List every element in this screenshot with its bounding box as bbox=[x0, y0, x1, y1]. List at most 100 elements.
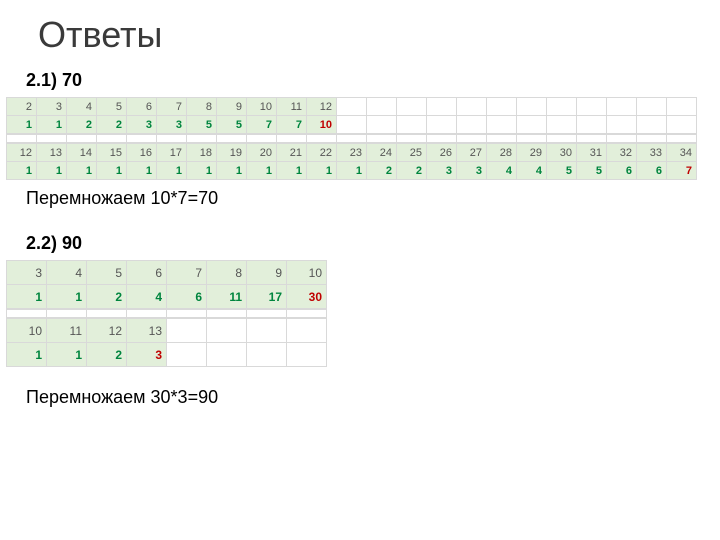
value-cell: 7 bbox=[247, 116, 277, 134]
header-cell: 14 bbox=[67, 144, 97, 162]
header-cell: 8 bbox=[187, 98, 217, 116]
blank-cell bbox=[287, 343, 327, 367]
value-cell: 5 bbox=[187, 116, 217, 134]
value-cell: 1 bbox=[127, 162, 157, 180]
spacer-cell bbox=[187, 135, 217, 143]
value-cell: 11 bbox=[207, 285, 247, 309]
header-cell: 12 bbox=[7, 144, 37, 162]
blank-cell bbox=[167, 343, 207, 367]
header-cell: 3 bbox=[7, 261, 47, 285]
value-cell: 1 bbox=[7, 285, 47, 309]
value-cell: 1 bbox=[307, 162, 337, 180]
value-cell: 2 bbox=[367, 162, 397, 180]
header-cell: 6 bbox=[127, 98, 157, 116]
header-cell: 10 bbox=[247, 98, 277, 116]
blank-cell bbox=[487, 98, 517, 116]
value-cell: 1 bbox=[37, 162, 67, 180]
spacer-cell bbox=[547, 135, 577, 143]
header-cell: 4 bbox=[67, 98, 97, 116]
section-2-heading: 2.2) 90 bbox=[26, 233, 720, 254]
spacer-cell bbox=[637, 135, 667, 143]
section-1-caption: Перемножаем 10*7=70 bbox=[26, 188, 720, 209]
value-cell: 1 bbox=[67, 162, 97, 180]
table-2a: 34567891011246111730 bbox=[6, 260, 327, 309]
header-cell: 10 bbox=[287, 261, 327, 285]
blank-cell bbox=[547, 98, 577, 116]
table-2-spacer bbox=[6, 309, 327, 318]
header-cell: 11 bbox=[277, 98, 307, 116]
value-cell: 6 bbox=[607, 162, 637, 180]
header-cell: 13 bbox=[127, 319, 167, 343]
header-cell: 30 bbox=[547, 144, 577, 162]
value-cell: 30 bbox=[287, 285, 327, 309]
header-cell: 16 bbox=[127, 144, 157, 162]
spacer-cell bbox=[7, 135, 37, 143]
value-cell: 3 bbox=[127, 343, 167, 367]
spacer-cell bbox=[337, 135, 367, 143]
value-cell: 1 bbox=[7, 116, 37, 134]
value-cell: 7 bbox=[277, 116, 307, 134]
spacer-cell bbox=[127, 135, 157, 143]
spacer-cell bbox=[167, 310, 207, 318]
value-cell: 6 bbox=[637, 162, 667, 180]
spacer-cell bbox=[517, 135, 547, 143]
value-cell: 6 bbox=[167, 285, 207, 309]
value-cell: 5 bbox=[547, 162, 577, 180]
spacer-cell bbox=[607, 135, 637, 143]
value-cell: 5 bbox=[217, 116, 247, 134]
blank-cell bbox=[287, 319, 327, 343]
header-cell: 33 bbox=[637, 144, 667, 162]
blank-cell bbox=[207, 343, 247, 367]
spacer-cell bbox=[207, 310, 247, 318]
value-cell: 2 bbox=[97, 116, 127, 134]
blank-cell bbox=[247, 343, 287, 367]
spacer-cell bbox=[247, 310, 287, 318]
header-cell: 9 bbox=[217, 98, 247, 116]
header-cell: 15 bbox=[97, 144, 127, 162]
value-cell: 17 bbox=[247, 285, 287, 309]
blank-cell bbox=[607, 116, 637, 134]
value-cell: 2 bbox=[67, 116, 97, 134]
blank-cell bbox=[487, 116, 517, 134]
header-cell: 26 bbox=[427, 144, 457, 162]
header-cell: 18 bbox=[187, 144, 217, 162]
spacer-cell bbox=[127, 310, 167, 318]
value-cell: 2 bbox=[87, 285, 127, 309]
header-cell: 29 bbox=[517, 144, 547, 162]
blank-cell bbox=[367, 116, 397, 134]
blank-cell bbox=[247, 319, 287, 343]
value-cell: 3 bbox=[427, 162, 457, 180]
blank-cell bbox=[637, 116, 667, 134]
table-1-spacer bbox=[6, 134, 697, 143]
value-cell: 2 bbox=[397, 162, 427, 180]
value-cell: 1 bbox=[157, 162, 187, 180]
blank-cell bbox=[457, 116, 487, 134]
blank-cell bbox=[337, 116, 367, 134]
blank-cell bbox=[577, 116, 607, 134]
header-cell: 22 bbox=[307, 144, 337, 162]
blank-cell bbox=[547, 116, 577, 134]
blank-cell bbox=[167, 319, 207, 343]
header-cell: 6 bbox=[127, 261, 167, 285]
spacer-cell bbox=[457, 135, 487, 143]
value-cell: 4 bbox=[517, 162, 547, 180]
section-2-caption: Перемножаем 30*3=90 bbox=[26, 387, 720, 408]
header-cell: 13 bbox=[37, 144, 67, 162]
header-cell: 17 bbox=[157, 144, 187, 162]
value-cell: 2 bbox=[87, 343, 127, 367]
value-cell: 5 bbox=[577, 162, 607, 180]
header-cell: 7 bbox=[167, 261, 207, 285]
value-cell: 1 bbox=[247, 162, 277, 180]
spacer-cell bbox=[397, 135, 427, 143]
value-cell: 1 bbox=[217, 162, 247, 180]
blank-cell bbox=[667, 98, 697, 116]
value-cell: 4 bbox=[487, 162, 517, 180]
section-1-tables: 23456789101112112233557710 1213141516171… bbox=[6, 97, 720, 180]
header-cell: 20 bbox=[247, 144, 277, 162]
blank-cell bbox=[397, 116, 427, 134]
header-cell: 21 bbox=[277, 144, 307, 162]
value-cell: 3 bbox=[157, 116, 187, 134]
value-cell: 1 bbox=[47, 285, 87, 309]
value-cell: 10 bbox=[307, 116, 337, 134]
blank-cell bbox=[427, 116, 457, 134]
